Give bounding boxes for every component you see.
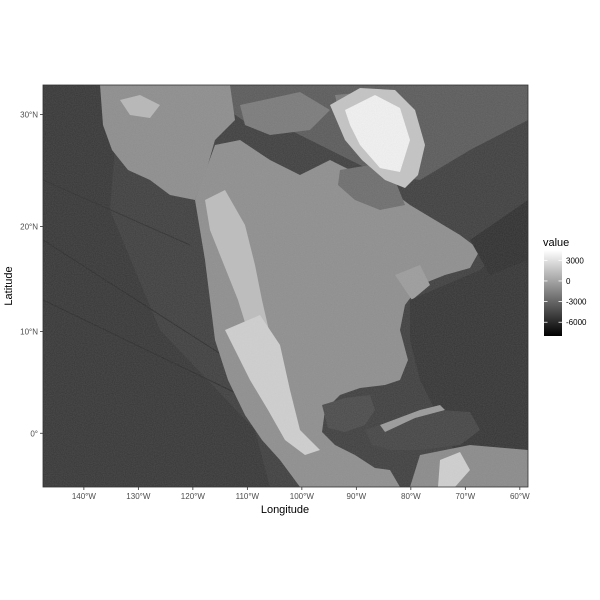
x-tick-label: 130°W — [126, 492, 151, 501]
x-axis: 140°W 130°W 120°W 110°W 100°W 90°W 80°W 70°W 60°… — [72, 487, 530, 501]
x-axis-title: Longitude — [261, 504, 309, 516]
colorbar-tick-label: -6000 — [566, 318, 587, 327]
elevation-raster — [43, 85, 528, 487]
colorbar-tick-label: 3000 — [566, 256, 584, 265]
x-tick-label: 60°W — [510, 492, 530, 501]
y-tick-label: 10°N — [20, 327, 38, 336]
x-tick-label: 100°W — [290, 492, 315, 501]
y-tick-label: 0° — [30, 429, 38, 438]
colorbar-tick-label: -3000 — [566, 298, 587, 307]
panel-border — [42, 84, 529, 488]
y-axis: 0° 10°N 20°N 30°N — [20, 111, 43, 438]
y-tick-label: 30°N — [20, 111, 38, 120]
colorbar-tick-label: 0 — [566, 277, 571, 286]
x-tick-label: 140°W — [72, 492, 97, 501]
y-tick-label: 20°N — [20, 223, 38, 232]
colorbar-title: value — [543, 237, 569, 249]
colorbar-ticks: 3000 0 -3000 -6000 — [544, 256, 587, 327]
colorbar-legend: value 3000 0 -3000 -6000 — [543, 237, 587, 336]
x-tick-label: 120°W — [181, 492, 206, 501]
x-tick-label: 70°W — [456, 492, 476, 501]
x-tick-label: 90°W — [347, 492, 367, 501]
y-axis-title: Latitude — [3, 266, 15, 305]
colorbar-gradient — [544, 250, 562, 336]
x-tick-label: 80°W — [401, 492, 421, 501]
x-tick-label: 110°W — [236, 492, 260, 501]
